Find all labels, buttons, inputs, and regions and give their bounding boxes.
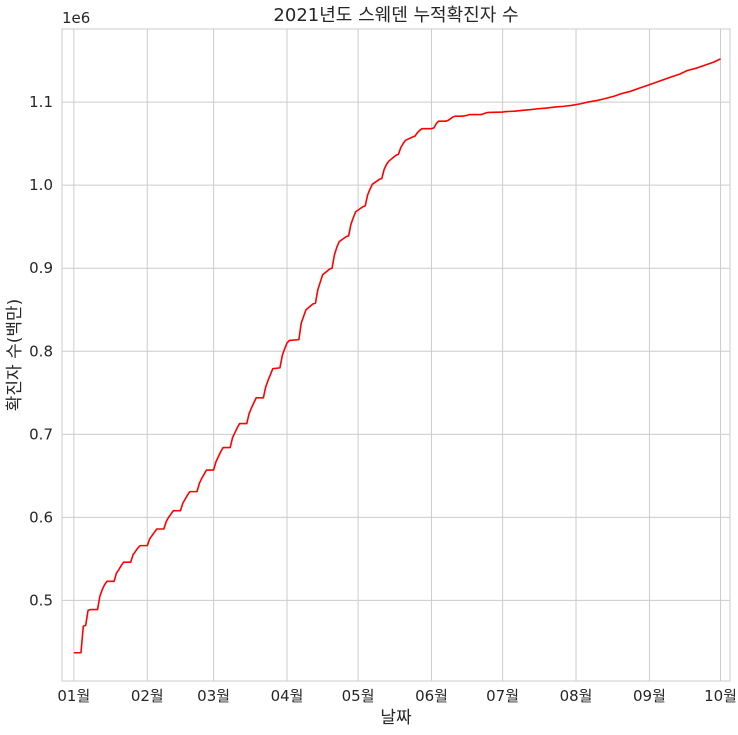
series-layer: [73, 58, 721, 654]
chart-title: 2021년도 스웨덴 누적확진자 수: [273, 5, 518, 26]
x-tick-label: 02월: [131, 687, 164, 705]
x-tick-label: 05월: [342, 687, 375, 705]
y-tick-labels: 0.5 0.6 0.7 0.8 0.9 1.0 1.1: [29, 93, 53, 609]
x-tick-label: 08월: [560, 687, 593, 705]
y-tick-label: 1.0: [29, 176, 53, 194]
y-tick-label: 1.1: [29, 93, 53, 111]
x-tick-label: 03월: [197, 687, 230, 705]
series-line: [73, 58, 721, 654]
y-axis-title: 확진자 수(백만): [5, 299, 25, 412]
y-tick-label: 0.9: [29, 259, 53, 277]
x-axis-title: 날짜: [380, 708, 412, 728]
grid-lines: [62, 29, 730, 681]
x-tick-label: 01월: [57, 687, 90, 705]
y-tick-label: 0.8: [29, 342, 53, 360]
x-tick-label: 07월: [486, 687, 519, 705]
y-tick-label: 0.6: [29, 508, 53, 526]
x-tick-label: 06월: [415, 687, 448, 705]
x-tick-label: 09월: [633, 687, 666, 705]
plot-frame: [61, 28, 731, 682]
y-tick-label: 0.7: [29, 425, 53, 443]
x-tick-labels: 01월 02월 03월 04월 05월 06월 07월 08월 09월 10월: [57, 687, 737, 705]
x-tick-label: 10월: [704, 687, 737, 705]
x-tick-label: 04월: [271, 687, 304, 705]
y-tick-label: 0.5: [29, 591, 53, 609]
y-offset-label: 1e6: [62, 9, 90, 27]
